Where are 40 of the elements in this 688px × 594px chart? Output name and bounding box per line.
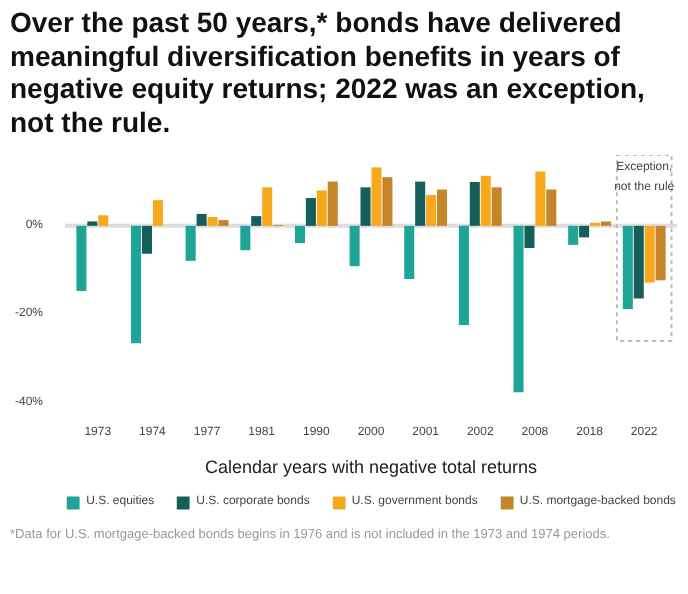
bar <box>415 181 426 226</box>
bar <box>535 171 546 226</box>
bar <box>349 225 360 267</box>
bar <box>579 225 590 238</box>
bar <box>152 200 163 226</box>
bar <box>294 225 305 244</box>
bar <box>513 225 524 393</box>
bar <box>185 225 196 261</box>
bar <box>251 216 262 226</box>
bar <box>491 187 502 226</box>
bar <box>196 213 207 226</box>
bar <box>546 189 557 226</box>
bar <box>480 175 491 226</box>
bar <box>382 177 393 226</box>
bar <box>371 167 382 226</box>
bar <box>131 225 142 344</box>
x-axis-title: Calendar years with negative total returns <box>204 457 539 477</box>
chart-title: Over the past 50 years,* bonds have delivered meaningful diversification benefits in years of negative equity returns; 2022 was an exception, not the rule. <box>10 6 647 138</box>
bar <box>316 190 327 226</box>
bar <box>524 225 535 248</box>
bar <box>426 194 437 226</box>
bar <box>76 225 87 291</box>
bar <box>655 225 666 281</box>
bar <box>622 225 633 310</box>
bar <box>360 187 371 226</box>
bar <box>141 225 152 254</box>
bar <box>305 197 316 226</box>
bar <box>644 225 655 283</box>
bar <box>404 225 415 279</box>
bar <box>98 215 109 226</box>
bar <box>327 181 338 226</box>
bar <box>469 182 480 226</box>
bar <box>262 187 273 226</box>
bar <box>437 189 448 226</box>
bar <box>207 217 218 226</box>
bar <box>458 225 469 326</box>
bar <box>633 225 644 299</box>
bar <box>218 220 229 226</box>
bar <box>568 225 579 245</box>
bar <box>240 225 251 251</box>
